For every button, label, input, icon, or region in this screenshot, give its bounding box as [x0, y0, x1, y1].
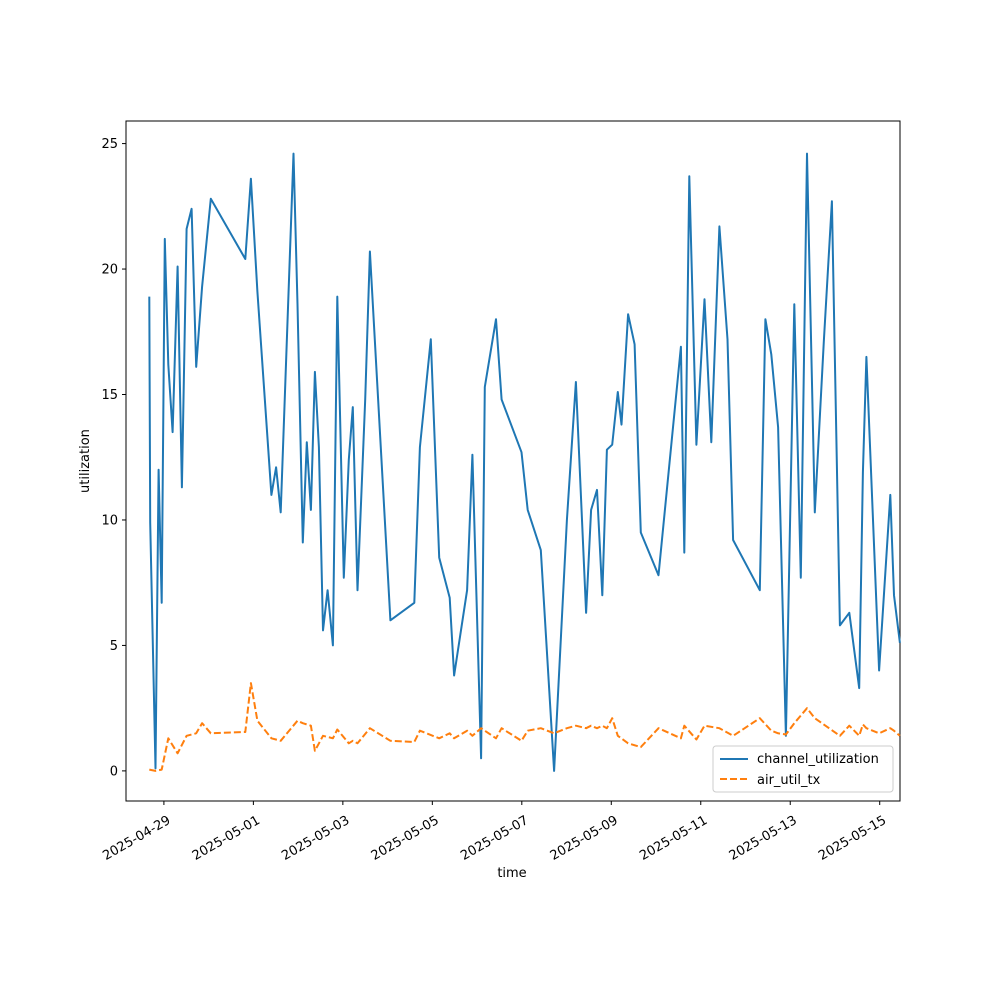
plot-area [125, 120, 901, 802]
series-lines [148, 152, 901, 772]
legend-label-air-util-tx: air_util_tx [757, 773, 821, 788]
axes-frame [125, 120, 901, 802]
legend-label-channel-utilization: channel_utilization [757, 752, 879, 767]
y-tick-label: 0 [110, 764, 118, 779]
series-line-channel-utilization [148, 152, 901, 772]
series-line-air-util-tx [149, 682, 901, 772]
legend-box [712, 745, 894, 793]
y-tick-label: 10 [101, 513, 118, 528]
y-tick-label: 5 [110, 639, 118, 654]
y-tick-label: 15 [101, 388, 118, 403]
x-axis-label: time [497, 866, 526, 881]
y-tick-label: 25 [101, 137, 118, 152]
y-tick-label: 20 [101, 263, 118, 278]
y-axis-label: utilization [78, 429, 93, 493]
y-axis: 0 5 10 15 20 25 [101, 137, 126, 779]
legend: channel_utilization air_util_tx [712, 745, 894, 793]
